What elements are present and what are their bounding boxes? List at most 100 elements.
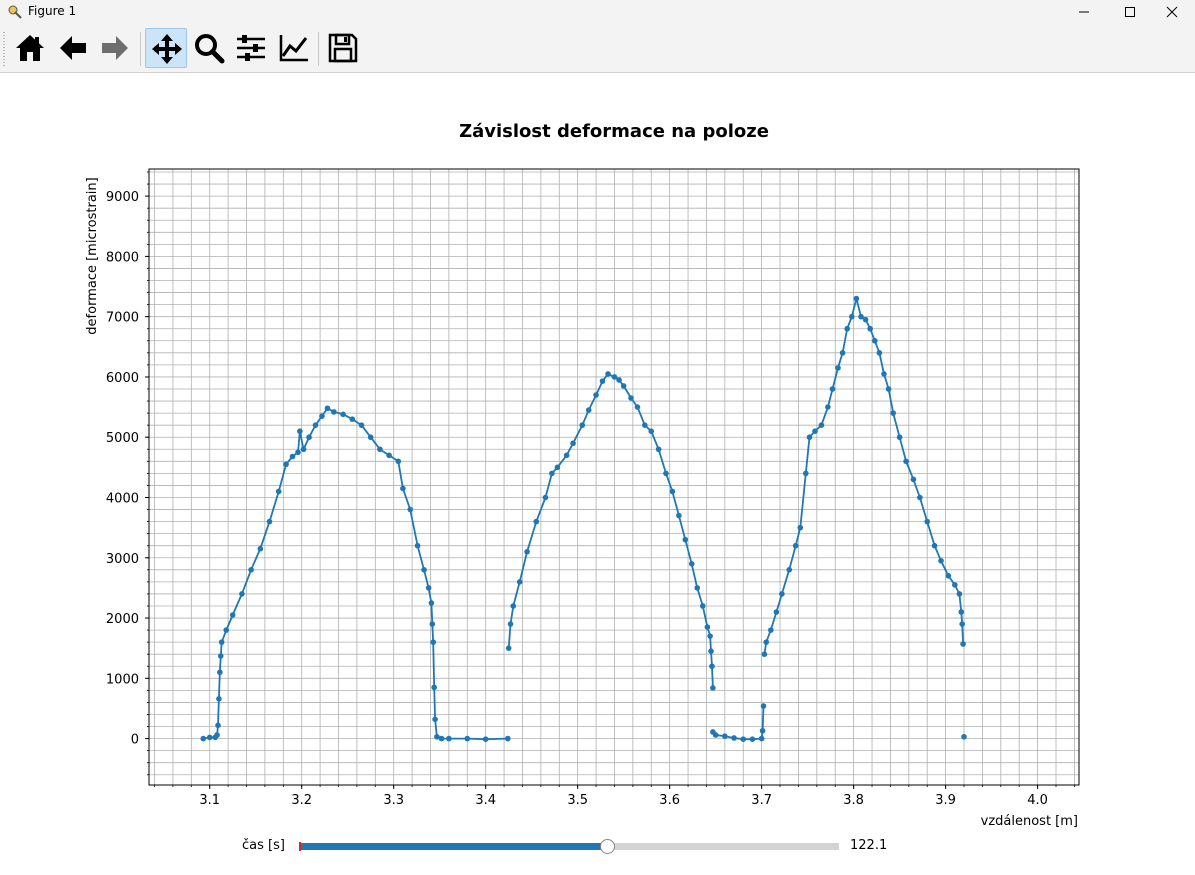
data-point [881,371,887,377]
x-tick-label: 3.4 [475,793,496,808]
close-button[interactable] [1149,0,1195,24]
home-icon [16,35,44,61]
data-point [605,371,611,377]
app-icon [7,4,23,20]
data-point [642,422,648,428]
data-point [340,411,346,418]
series-line [763,297,964,655]
home-button[interactable] [9,28,51,68]
data-point [214,732,220,738]
arrow-right-icon [102,36,128,60]
data-point [248,567,254,573]
forward-button[interactable] [94,28,136,68]
data-point [432,716,438,723]
pan-button[interactable] [145,28,187,68]
data-point [563,452,570,459]
data-point [688,560,695,567]
plot-frame [148,168,1080,786]
x-tick-label: 3.2 [291,793,312,808]
toolbar-separator [318,32,319,66]
data-point [763,639,770,645]
data-point [786,567,793,573]
data-point [761,651,768,658]
data-point [275,488,282,495]
data-point [802,470,809,477]
x-tick-label: 4.0 [1027,793,1048,808]
data-point [871,337,878,344]
time-slider-value: 122.1 [850,838,888,853]
y-tick-label: 9000 [106,190,139,205]
data-point [429,621,436,627]
time-slider[interactable] [299,839,839,854]
data-point [938,557,944,564]
data-point [428,600,435,606]
minimize-button[interactable] [1061,0,1107,24]
data-point [358,422,365,428]
data-point [961,733,967,740]
x-tick-label: 3.3 [383,793,404,808]
maximize-button[interactable] [1107,0,1153,24]
x-tick-label: 3.6 [659,793,680,808]
data-point [306,434,312,441]
navigation-toolbar [0,24,1195,73]
arrow-left-icon [60,36,86,60]
data-point [669,488,676,495]
data-point [960,641,966,647]
window-title: Figure 1 [28,4,77,18]
x-tick-label: 3.9 [935,793,956,808]
data-point [516,579,523,585]
toolbar-separator [140,32,141,66]
data-point [239,591,245,597]
data-point [812,428,818,434]
data-point [896,434,903,441]
save-button[interactable] [322,28,364,68]
data-point [206,734,213,741]
data-point [421,567,427,573]
data-point [533,518,540,525]
data-point [663,470,669,477]
data-point [215,722,221,729]
data-point [464,735,471,742]
data-point [731,735,737,741]
window-titlebar: Figure 1 [0,0,1195,24]
data-point [295,449,301,456]
data-point [829,386,836,392]
edit-axis-button[interactable] [273,28,315,68]
toolbar-grip [3,32,5,66]
y-tick-label: 2000 [106,612,139,627]
data-point [446,735,452,742]
data-point [507,621,514,627]
maximize-icon [1125,7,1135,17]
data-point [482,736,489,742]
data-point [593,392,599,398]
data-point [910,476,917,483]
data-point [844,325,850,332]
data-point [792,542,799,549]
data-point [709,663,715,670]
data-point [524,548,530,555]
data-point [217,653,224,659]
floppy-disk-icon [328,33,358,63]
y-tick-label: 6000 [106,371,139,386]
data-point [699,603,706,609]
figure-canvas[interactable]: Závislost deformace na poloze deformace … [0,73,1195,871]
data-point [349,416,356,422]
data-point [400,485,406,492]
data-point [431,684,437,691]
data-point [708,648,714,654]
data-point [504,735,511,742]
data-point [958,609,965,615]
back-button[interactable] [52,28,94,68]
subplots-button[interactable] [230,28,272,68]
data-point [959,621,965,627]
data-point [773,609,780,615]
data-point [707,633,713,639]
data-point [722,733,728,739]
data-point [655,446,662,453]
close-icon [1166,6,1178,18]
zoom-button[interactable] [188,28,230,68]
time-slider-handle[interactable] [599,839,615,854]
line-chart[interactable]: Závislost deformace na poloze deformace … [0,73,1195,871]
data-point [818,422,825,428]
data-point [931,542,938,549]
